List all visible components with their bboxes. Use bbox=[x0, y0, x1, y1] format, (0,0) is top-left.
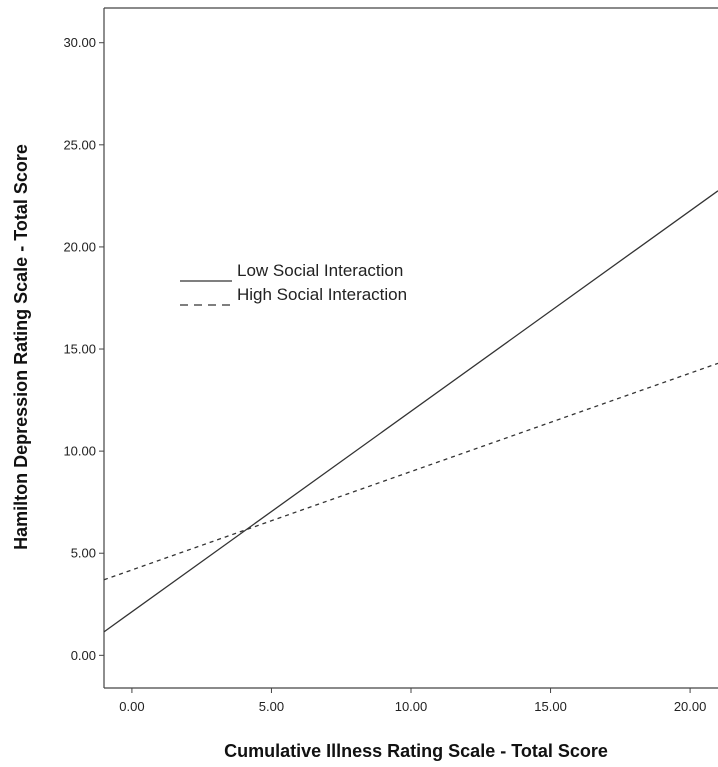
y-tick-label: 20.00 bbox=[63, 239, 96, 254]
axis-ticks: 0.00 5.00 10.00 15.00 20.00 25.00 30.00 0.00 5.0… bbox=[63, 35, 706, 714]
y-tick-label: 10.00 bbox=[63, 444, 96, 459]
legend: Low Social Interaction High Social Intera… bbox=[180, 261, 407, 306]
legend-label: High Social Interaction bbox=[237, 285, 407, 304]
x-axis-title: Cumulative Illness Rating Scale - Total … bbox=[224, 741, 608, 761]
series-line-low-social-interaction bbox=[103, 190, 718, 633]
x-tick-label: 0.00 bbox=[119, 699, 144, 714]
x-tick-label: 15.00 bbox=[534, 699, 567, 714]
legend-label: Low Social Interaction bbox=[237, 261, 403, 280]
y-tick-label: 30.00 bbox=[63, 35, 96, 50]
x-tick-label: 20.00 bbox=[674, 699, 707, 714]
y-axis-title: Hamilton Depression Rating Scale - Total… bbox=[11, 144, 31, 550]
plot-area bbox=[103, 7, 718, 689]
x-tick-label: 10.00 bbox=[395, 699, 428, 714]
y-tick-label: 5.00 bbox=[71, 546, 96, 561]
y-tick-label: 15.00 bbox=[63, 342, 96, 357]
y-tick-label: 0.00 bbox=[71, 648, 96, 663]
y-tick-label: 25.00 bbox=[63, 137, 96, 152]
x-tick-label: 5.00 bbox=[259, 699, 284, 714]
